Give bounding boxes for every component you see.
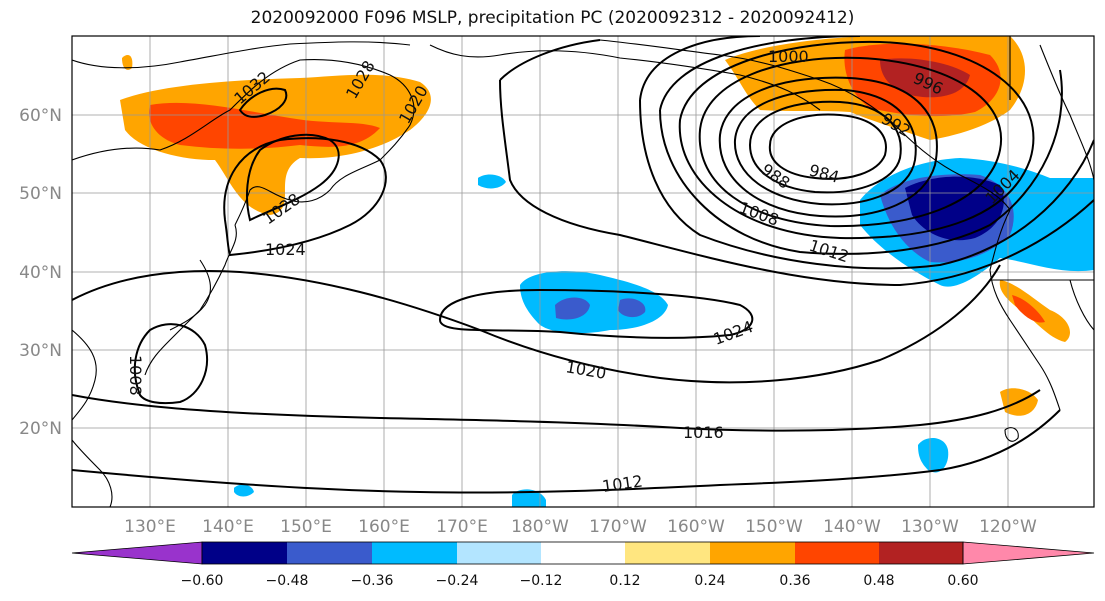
contour-992 [733, 88, 917, 206]
precip-region-small-3 [512, 489, 546, 507]
colorbar-frame [201, 541, 964, 565]
colorbar-segment [202, 542, 287, 564]
contour-1000 [698, 56, 1003, 228]
mslp-contours [72, 36, 1094, 494]
contour-1016 [499, 39, 1094, 287]
colorbar-tick-label: 0.24 [694, 573, 725, 589]
contour-1012 [639, 36, 1094, 270]
colorbar-segment [541, 542, 625, 564]
lon-label: 170°E [436, 517, 488, 537]
contour-996 [718, 76, 938, 218]
lon-axis: 130°E 140°E 150°E 160°E 170°E 180°W 170°… [124, 517, 1037, 537]
contour-1016-south [72, 389, 1041, 432]
lat-label: 60°N [19, 106, 62, 126]
lat-label: 20°N [19, 419, 62, 439]
precip-region-central-pacific-core [555, 297, 590, 320]
colorbar-tick-label: −0.24 [436, 573, 479, 589]
lon-label: 170°W [589, 517, 647, 537]
contour-1008-low [133, 323, 208, 405]
colorbar-segment [962, 541, 1095, 565]
colorbar-tick-label: 0.12 [609, 573, 640, 589]
lat-label: 30°N [19, 341, 62, 361]
contour-988 [748, 100, 902, 194]
colorbar-tick-label: 0.60 [947, 573, 978, 589]
contour-1024-west [223, 137, 387, 257]
lon-label: 180°W [511, 517, 569, 537]
lon-label: 140°E [202, 517, 254, 537]
colorbar-tick-label: −0.12 [520, 573, 563, 589]
contour-1028 [246, 133, 340, 222]
precip-region-alaska-max [880, 58, 970, 98]
contour-label: 1016 [683, 423, 724, 442]
lat-label: 50°N [19, 184, 62, 204]
colorbar-tick-label: 0.48 [863, 573, 894, 589]
colorbar-segment [287, 542, 372, 564]
colorbar-segment [457, 542, 541, 564]
lon-label: 130°E [124, 517, 176, 537]
colorbar-tick-label: −0.60 [181, 573, 224, 589]
colorbar-segment [372, 542, 457, 564]
map-frame [71, 35, 1095, 508]
lon-label: 150°E [280, 517, 332, 537]
contour-label: 1008 [126, 355, 145, 396]
contour-label: 1000 [768, 47, 809, 66]
lon-label: 150°W [745, 517, 803, 537]
colorbar-segment [71, 541, 203, 565]
contour-1024 [438, 288, 754, 339]
precip-region-central-pacific-core2 [618, 298, 646, 318]
contour-1020 [72, 264, 1001, 384]
lon-label: 160°W [667, 517, 725, 537]
map-panel: 1000 996 984 988 1008 1012 1028 1024 103… [71, 35, 1095, 508]
contour-label: 1024 [265, 240, 306, 259]
precip-region-small-2 [918, 438, 949, 473]
colorbar-tick-label: 0.36 [779, 573, 810, 589]
colorbar-tick-label: −0.36 [351, 573, 394, 589]
lon-label: 140°W [823, 517, 881, 537]
map-title: 2020092000 F096 MSLP, precipitation PC (… [250, 8, 855, 28]
colorbar-segment [710, 542, 795, 564]
colorbar-segment [879, 542, 963, 564]
precip-region-asia-edge [122, 55, 133, 70]
colorbar: −0.60 −0.48 −0.36 −0.24 −0.12 0.12 0.24 … [71, 541, 1095, 589]
contour-1012-south [72, 409, 1061, 494]
precip-region-california-core [1012, 295, 1045, 323]
colorbar-segment [625, 542, 710, 564]
colorbar-segment [795, 542, 879, 564]
colorbar-tick-label: −0.48 [266, 573, 309, 589]
lat-axis: 60°N 50°N 40°N 30°N 20°N [19, 106, 62, 439]
lon-label: 120°W [979, 517, 1037, 537]
contour-1008 [659, 36, 1063, 255]
contour-1032 [238, 87, 288, 118]
precip-region-small-1 [478, 174, 506, 189]
lon-label: 160°E [358, 517, 410, 537]
precip-region-small-4 [234, 484, 254, 497]
gridlines [72, 36, 1094, 507]
contour-984 [768, 113, 887, 180]
lat-label: 40°N [19, 263, 62, 283]
contour-1004 [678, 40, 1035, 240]
lon-label: 130°W [901, 517, 959, 537]
